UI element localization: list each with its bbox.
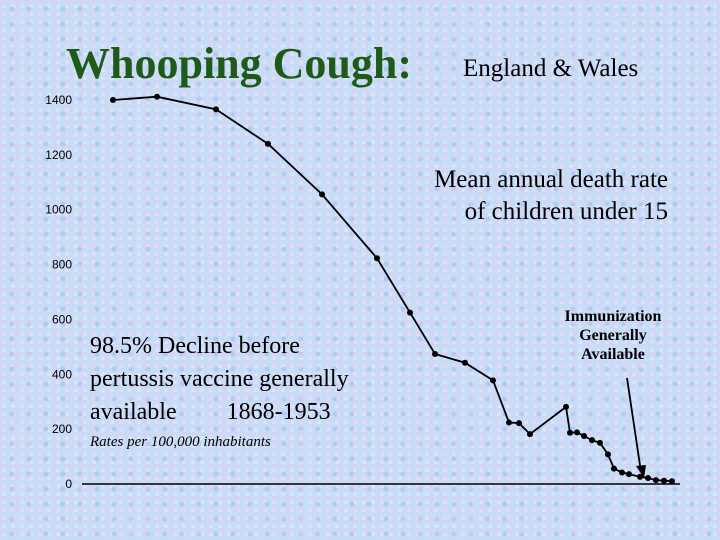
y-tick-label: 800 (52, 258, 72, 272)
data-point (374, 255, 380, 262)
data-point (645, 474, 651, 481)
data-point (407, 309, 413, 316)
data-point (581, 433, 587, 439)
data-point (490, 377, 496, 384)
decline-years: 1868-1953 (226, 399, 331, 425)
data-point (637, 473, 643, 480)
immunization-arrow (626, 377, 646, 478)
y-tick-label: 200 (52, 422, 72, 436)
data-point (597, 439, 603, 446)
chart-description: Mean annual death rate of children under… (434, 164, 668, 228)
data-point (154, 93, 160, 100)
data-point (213, 106, 219, 113)
y-tick-label: 1400 (45, 93, 72, 107)
chart-axes: 0 200 400 600 800 1000 1200 1400 (45, 93, 680, 491)
decline-available-text: available (90, 399, 177, 425)
slide-subtitle: England & Wales (463, 55, 639, 82)
y-tick-label: 400 (52, 367, 72, 381)
data-point (563, 403, 569, 410)
immunization-line-1: Immunization (564, 308, 662, 325)
description-line-2: of children under 15 (464, 198, 668, 225)
arrow-shaft (626, 377, 642, 473)
data-point (611, 465, 617, 472)
immunization-line-3: Available (581, 346, 645, 363)
data-point (110, 97, 116, 103)
data-point (589, 437, 595, 444)
y-tick-label: 1000 (45, 203, 72, 217)
y-tick-label: 600 (52, 312, 72, 326)
data-point (432, 350, 438, 357)
data-point (516, 420, 522, 427)
y-tick-label: 1200 (45, 148, 72, 162)
data-point (605, 451, 611, 458)
series-line (112, 95, 673, 483)
y-tick-label: 0 (65, 477, 72, 491)
decline-line-2: pertussis vaccine generally (90, 366, 349, 392)
arrow-head (636, 465, 646, 478)
data-point (653, 477, 659, 484)
rates-note: Rates per 100,000 inhabitants (90, 434, 271, 450)
data-point (319, 191, 325, 198)
data-point (626, 471, 632, 478)
decline-line-1: 98.5% Decline before (90, 333, 300, 359)
data-point (661, 477, 667, 484)
data-point (669, 478, 675, 485)
immunization-label: Immunization Generally Available (543, 307, 683, 364)
slide-title: Whooping Cough: (66, 39, 413, 88)
immunization-line-2: Generally (579, 327, 647, 344)
description-line-1: Mean annual death rate (434, 166, 668, 193)
data-point (574, 429, 580, 436)
decline-annotation: 98.5% Decline before pertussis vaccine g… (90, 330, 420, 429)
data-point (619, 469, 625, 476)
data-point (527, 431, 533, 438)
data-point (506, 419, 512, 426)
data-point (265, 140, 271, 147)
decline-line-3: available 1868-1953 (90, 396, 420, 429)
chart-series (110, 93, 675, 485)
data-point (567, 429, 573, 436)
data-point (462, 359, 468, 366)
